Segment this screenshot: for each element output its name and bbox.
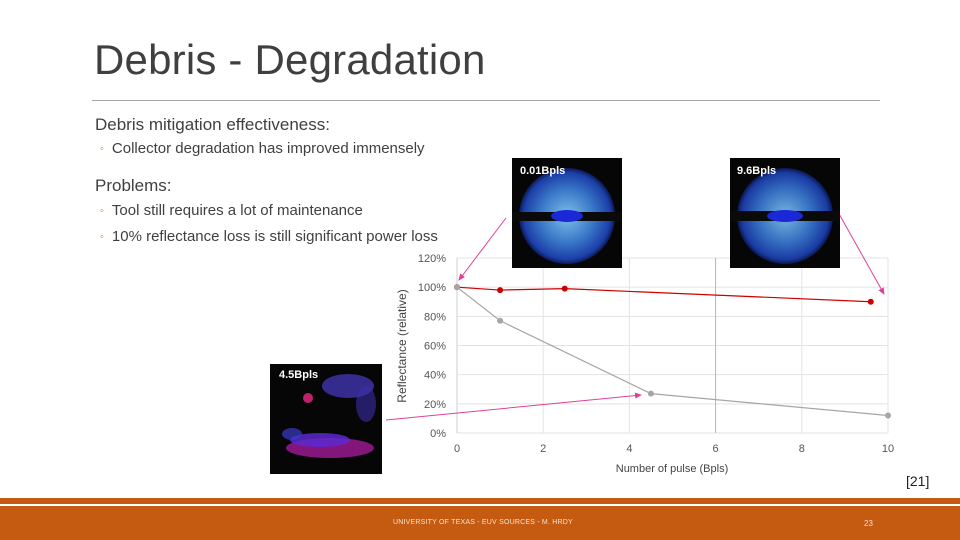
heading-problems: Problems: <box>95 176 172 195</box>
y-tick-label: 40% <box>424 370 446 382</box>
y-tick-label: 100% <box>418 282 446 294</box>
footer-accent-bar <box>0 498 960 504</box>
data-point-gray <box>454 284 460 291</box>
footer-text: UNIVERSITY OF TEXAS - EUV SOURCES - M. H… <box>393 519 573 526</box>
y-tick-label: 0% <box>430 428 446 440</box>
x-tick-label: 8 <box>799 443 805 455</box>
x-tick-label: 0 <box>454 443 460 455</box>
y-axis-label: Reflectance (relative) <box>395 289 409 402</box>
data-point-gray <box>647 390 654 397</box>
collector-photo <box>512 168 622 264</box>
collector-photo <box>730 168 840 264</box>
callout-arrow <box>385 392 642 421</box>
image-label: 0.01Bpls <box>520 165 566 177</box>
series-line-red <box>456 286 871 303</box>
image-label: 9.6Bpls <box>737 165 777 177</box>
bullet-text: Tool still requires a lot of maintenance <box>111 202 363 219</box>
bullet-circle-icon: ◦ <box>100 230 104 243</box>
image-label: 4.5Bpls <box>279 369 319 381</box>
x-tick-label: 6 <box>713 443 719 455</box>
title-divider <box>92 100 880 101</box>
callout-arrow <box>837 211 885 295</box>
bullet-circle-icon: ◦ <box>100 142 104 155</box>
data-point-red <box>561 285 568 292</box>
collector-image-9-6: 9.6Bpls <box>730 158 840 268</box>
collector-photo <box>282 374 376 458</box>
slide-title: Debris - Degradation <box>94 36 486 83</box>
data-point-gray <box>497 317 504 324</box>
reference-citation: [21] <box>906 473 930 489</box>
page-number: 23 <box>864 519 873 528</box>
bullet-item: ◦ Tool still requires a lot of maintenan… <box>100 202 363 219</box>
collector-image-4-5: 4.5Bpls <box>270 364 382 474</box>
bullet-text: Collector degradation has improved immen… <box>111 140 425 157</box>
y-tick-label: 80% <box>424 311 446 323</box>
bullet-item: ◦ 10% reflectance loss is still signific… <box>100 228 438 245</box>
data-point-red <box>867 298 874 305</box>
y-tick-label: 20% <box>424 399 446 411</box>
data-point-red <box>497 287 504 294</box>
bullet-circle-icon: ◦ <box>100 204 104 217</box>
heading-mitigation: Debris mitigation effectiveness: <box>95 115 330 134</box>
collector-image-0-01: 0.01Bpls <box>512 158 622 268</box>
bullet-item: ◦ Collector degradation has improved imm… <box>100 140 425 157</box>
bullet-text: 10% reflectance loss is still significan… <box>111 228 438 245</box>
x-axis-label: Number of pulse (Bpls) <box>616 463 729 475</box>
x-tick-label: 4 <box>626 443 632 455</box>
callout-arrow <box>458 217 507 281</box>
y-tick-label: 120% <box>418 253 446 265</box>
data-point-gray <box>885 412 891 419</box>
y-tick-label: 60% <box>424 341 446 353</box>
series-line-gray <box>456 286 889 417</box>
x-tick-label: 10 <box>882 443 894 455</box>
footer-bar <box>0 506 960 540</box>
x-tick-label: 2 <box>540 443 546 455</box>
